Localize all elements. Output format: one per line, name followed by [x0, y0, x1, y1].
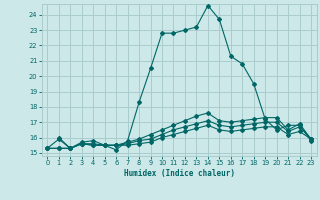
X-axis label: Humidex (Indice chaleur): Humidex (Indice chaleur) — [124, 169, 235, 178]
